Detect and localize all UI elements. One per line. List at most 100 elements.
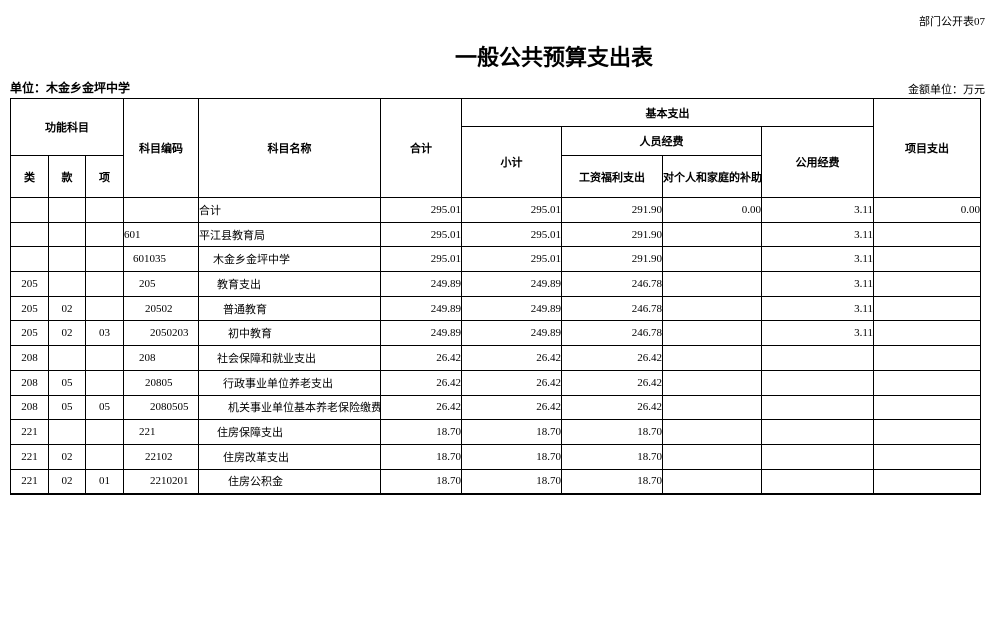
cell-public-funds: 3.11 [761,246,874,273]
cell-wage-welfare: 246.78 [561,320,663,347]
cell-total: 26.42 [380,394,462,421]
cell-total: 18.70 [380,443,462,470]
cell-section [48,345,86,371]
table-row: 221 221 住房保障支出 18.70 18.70 18.70 [10,419,981,445]
cell-subtotal: 18.70 [461,419,562,445]
cell-wage-welfare: 246.78 [561,271,663,297]
cell-total: 18.70 [380,419,462,445]
cell-subject-name: 合计 [198,197,381,223]
cell-total: 295.01 [380,197,462,223]
cell-public-funds [761,443,874,470]
cell-class: 205 [10,320,49,347]
cell-item: 01 [85,468,124,495]
cell-section: 05 [48,394,86,421]
cell-wage-welfare: 26.42 [561,369,663,396]
header-wage-welfare: 工资福利支出 [561,155,663,198]
cell-section: 02 [48,468,86,495]
cell-subject-code: 208 [123,345,199,371]
cell-wage-welfare: 18.70 [561,419,663,445]
table-row: 205 205 教育支出 249.89 249.89 246.78 3.11 [10,271,981,297]
cell-subject-name: 普通教育 [198,295,381,322]
cell-subsidy [662,295,762,322]
cell-project: 0.00 [873,197,981,223]
header-row-2: 小计 人员经费 公用经费 [11,126,981,198]
cell-section [48,271,86,297]
cell-subtotal: 249.89 [461,295,562,322]
cell-subsidy [662,221,762,248]
cell-section [48,221,86,248]
cell-subject-code: 22102 [123,443,199,470]
cell-subject-code: 2050203 [123,320,199,347]
cell-subtotal: 26.42 [461,345,562,371]
cell-subtotal: 18.70 [461,443,562,470]
cell-subject-name: 住房保障支出 [198,419,381,445]
cell-wage-welfare: 18.70 [561,443,663,470]
header-individual-family-subsidy: 对个人和家庭的补助 [662,155,762,198]
cell-public-funds [761,345,874,371]
cell-class: 221 [10,443,49,470]
header-project-expenditure: 项目支出 [873,98,981,198]
table-row: 601035 木金乡金坪中学 295.01 295.01 291.90 3.11 [10,246,981,273]
cell-item [85,221,124,248]
header-class: 类 [10,155,49,198]
cell-project [873,271,981,297]
cell-subject-name: 平江县教育局 [198,221,381,248]
cell-class [10,246,49,273]
header-row-1: 功能科目 科目编码 科目名称 合计 基本支出 项目支出 [10,98,981,198]
cell-public-funds: 3.11 [761,197,874,223]
cell-project [873,345,981,371]
cell-section [48,246,86,273]
page-title: 一般公共预算支出表 [454,45,654,70]
cell-wage-welfare: 26.42 [561,394,663,421]
cell-public-funds: 3.11 [761,295,874,322]
cell-wage-welfare: 26.42 [561,345,663,371]
cell-public-funds [761,369,874,396]
cell-project [873,443,981,470]
cell-total: 18.70 [380,468,462,495]
cell-subject-name: 住房改革支出 [198,443,381,470]
header-item: 项 [85,155,124,198]
cell-subsidy: 0.00 [662,197,762,223]
table-row: 合计 295.01 295.01 291.90 0.00 3.11 0.00 [10,197,981,223]
cell-subject-code: 601 [123,221,199,248]
header-subject-name: 科目名称 [198,98,381,198]
amount-unit-label: 金额单位：万元 [908,84,985,96]
cell-subtotal: 295.01 [461,246,562,273]
cell-item [85,271,124,297]
cell-total: 249.89 [380,271,462,297]
cell-subject-name: 木金乡金坪中学 [198,246,381,273]
cell-subject-name: 机关事业单位基本养老保险缴费支出 [198,394,381,421]
header-functional-subject: 功能科目 [10,98,124,156]
cell-subject-code: 2080505 [123,394,199,421]
cell-total: 295.01 [380,221,462,248]
header-personnel-funds: 人员经费 [561,126,762,156]
budget-table: 功能科目 科目编码 科目名称 合计 基本支出 项目支出 小计 人员经费 公用经费… [10,98,981,495]
cell-project [873,468,981,495]
cell-item [85,419,124,445]
cell-class: 205 [10,271,49,297]
cell-wage-welfare: 246.78 [561,295,663,322]
cell-item [85,369,124,396]
cell-section [48,197,86,223]
cell-subsidy [662,345,762,371]
table-row: 208 05 05 2080505 机关事业单位基本养老保险缴费支出 26.42… [10,394,981,421]
cell-wage-welfare: 291.90 [561,246,663,273]
cell-section: 02 [48,443,86,470]
cell-subtotal: 295.01 [461,221,562,248]
cell-wage-welfare: 291.90 [561,197,663,223]
cell-subject-code: 221 [123,419,199,445]
cell-subject-code: 205 [123,271,199,297]
cell-subsidy [662,394,762,421]
cell-class: 205 [10,295,49,322]
cell-public-funds: 3.11 [761,320,874,347]
cell-project [873,246,981,273]
cell-section: 02 [48,320,86,347]
cell-project [873,320,981,347]
cell-subsidy [662,246,762,273]
cell-subject-code: 601035 [123,246,199,273]
cell-item [85,295,124,322]
cell-subject-name: 行政事业单位养老支出 [198,369,381,396]
cell-item: 03 [85,320,124,347]
cell-public-funds [761,394,874,421]
cell-subsidy [662,468,762,495]
